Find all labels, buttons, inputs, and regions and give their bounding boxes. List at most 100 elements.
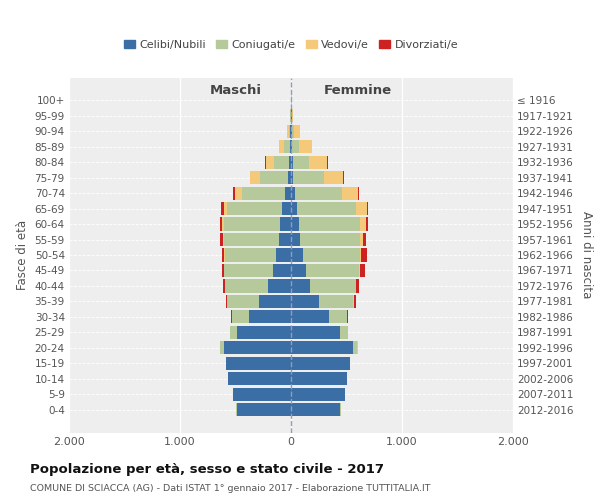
- Bar: [280, 233, 291, 246]
- Bar: [228, 372, 291, 386]
- Bar: [294, 124, 301, 138]
- Bar: [259, 295, 291, 308]
- Bar: [224, 218, 280, 230]
- Bar: [285, 186, 291, 200]
- Bar: [343, 171, 344, 184]
- Bar: [299, 140, 311, 153]
- Bar: [291, 295, 319, 308]
- Bar: [291, 342, 353, 354]
- Bar: [291, 140, 292, 153]
- Bar: [295, 186, 341, 200]
- Bar: [293, 156, 309, 168]
- Bar: [279, 140, 284, 153]
- Bar: [250, 171, 260, 184]
- Bar: [291, 248, 304, 262]
- Bar: [319, 295, 353, 308]
- Bar: [287, 124, 289, 138]
- Bar: [363, 233, 366, 246]
- Legend: Celibi/Nubili, Coniugati/e, Vedovi/e, Divorziati/e: Celibi/Nubili, Coniugati/e, Vedovi/e, Di…: [119, 35, 463, 54]
- Bar: [291, 388, 345, 401]
- Bar: [354, 295, 356, 308]
- Bar: [347, 310, 348, 324]
- Bar: [236, 403, 291, 416]
- Bar: [266, 156, 274, 168]
- Bar: [358, 186, 359, 200]
- Bar: [223, 280, 225, 292]
- Bar: [291, 264, 306, 277]
- Bar: [291, 233, 300, 246]
- Bar: [284, 140, 290, 153]
- Bar: [359, 264, 361, 277]
- Bar: [280, 218, 291, 230]
- Bar: [291, 280, 310, 292]
- Bar: [233, 388, 291, 401]
- Bar: [291, 357, 350, 370]
- Bar: [235, 186, 242, 200]
- Bar: [304, 248, 360, 262]
- Bar: [221, 264, 224, 277]
- Bar: [242, 186, 285, 200]
- Bar: [276, 248, 291, 262]
- Text: COMUNE DI SCIACCA (AG) - Dati ISTAT 1° gennaio 2017 - Elaborazione TUTTITALIA.IT: COMUNE DI SCIACCA (AG) - Dati ISTAT 1° g…: [30, 484, 431, 493]
- Bar: [260, 171, 288, 184]
- Y-axis label: Fasce di età: Fasce di età: [16, 220, 29, 290]
- Bar: [306, 264, 359, 277]
- Y-axis label: Anni di nascita: Anni di nascita: [580, 212, 593, 298]
- Text: Maschi: Maschi: [209, 84, 262, 98]
- Bar: [289, 156, 291, 168]
- Bar: [361, 248, 367, 262]
- Bar: [340, 326, 347, 339]
- Bar: [220, 233, 223, 246]
- Bar: [272, 264, 291, 277]
- Bar: [233, 186, 235, 200]
- Bar: [291, 310, 329, 324]
- Bar: [300, 233, 360, 246]
- Bar: [292, 124, 294, 138]
- Bar: [329, 310, 347, 324]
- Bar: [227, 295, 259, 308]
- Bar: [230, 326, 236, 339]
- Bar: [291, 186, 295, 200]
- Bar: [227, 202, 281, 215]
- Bar: [224, 264, 272, 277]
- Bar: [291, 326, 340, 339]
- Bar: [268, 280, 291, 292]
- Bar: [298, 202, 356, 215]
- Bar: [309, 156, 327, 168]
- Bar: [291, 403, 340, 416]
- Bar: [366, 218, 368, 230]
- Bar: [274, 156, 289, 168]
- Text: Popolazione per età, sesso e stato civile - 2017: Popolazione per età, sesso e stato civil…: [30, 462, 384, 475]
- Bar: [223, 233, 224, 246]
- Bar: [225, 248, 276, 262]
- Bar: [291, 171, 293, 184]
- Bar: [224, 233, 280, 246]
- Bar: [290, 140, 291, 153]
- Bar: [225, 280, 268, 292]
- Bar: [288, 171, 291, 184]
- Bar: [292, 140, 299, 153]
- Bar: [353, 342, 358, 354]
- Bar: [356, 280, 359, 292]
- Bar: [291, 202, 298, 215]
- Bar: [224, 342, 291, 354]
- Bar: [360, 248, 361, 262]
- Bar: [310, 280, 356, 292]
- Bar: [299, 218, 360, 230]
- Bar: [361, 264, 365, 277]
- Bar: [221, 202, 224, 215]
- Bar: [356, 202, 367, 215]
- Bar: [236, 326, 291, 339]
- Bar: [226, 295, 227, 308]
- Bar: [281, 202, 291, 215]
- Bar: [289, 124, 290, 138]
- Bar: [224, 202, 227, 215]
- Bar: [291, 156, 293, 168]
- Bar: [292, 109, 293, 122]
- Text: Femmine: Femmine: [323, 84, 392, 98]
- Bar: [221, 248, 224, 262]
- Bar: [341, 186, 358, 200]
- Bar: [232, 310, 250, 324]
- Bar: [226, 357, 291, 370]
- Bar: [291, 124, 292, 138]
